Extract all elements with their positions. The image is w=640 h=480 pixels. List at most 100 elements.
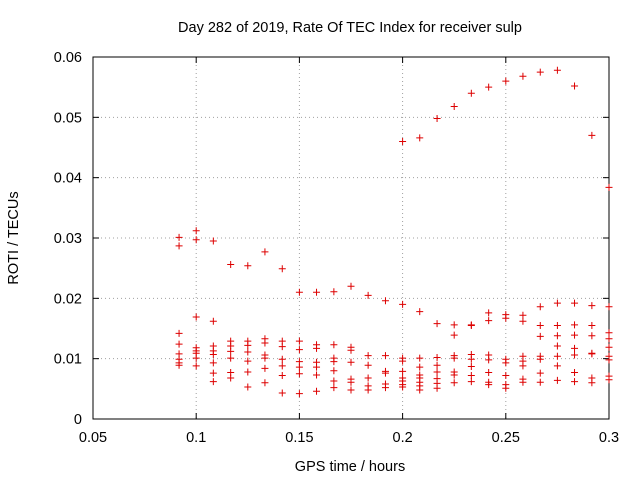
- x-tick-label: 0.05: [79, 430, 107, 446]
- data-point: [399, 300, 407, 308]
- data-point: [605, 329, 613, 337]
- data-point: [467, 363, 475, 371]
- x-tick-label: 0.1: [186, 430, 206, 446]
- data-point: [192, 354, 200, 362]
- data-point: [605, 376, 613, 384]
- data-point: [588, 379, 596, 387]
- chart-title: Day 282 of 2019, Rate Of TEC Index for r…: [178, 20, 522, 36]
- data-point: [381, 352, 389, 360]
- data-point: [175, 242, 183, 250]
- data-point: [364, 291, 372, 299]
- data-point: [553, 321, 561, 329]
- data-point: [364, 352, 372, 360]
- data-point: [553, 66, 561, 74]
- data-point: [330, 288, 338, 296]
- data-point: [433, 115, 441, 123]
- x-tick-label: 0.15: [285, 430, 313, 446]
- data-point: [381, 384, 389, 392]
- data-point: [450, 321, 458, 329]
- data-point: [502, 372, 510, 380]
- data-point: [313, 288, 321, 296]
- data-point: [416, 308, 424, 316]
- data-point: [502, 384, 510, 392]
- data-point: [467, 321, 475, 329]
- data-point: [209, 359, 217, 367]
- data-point: [209, 378, 217, 386]
- data-point: [175, 340, 183, 348]
- data-point: [209, 237, 217, 245]
- data-point: [175, 361, 183, 369]
- data-point: [209, 350, 217, 358]
- data-point: [347, 358, 355, 366]
- data-point: [605, 303, 613, 311]
- data-point: [571, 321, 579, 329]
- data-point: [605, 183, 613, 191]
- data-point: [192, 227, 200, 235]
- data-point: [278, 355, 286, 363]
- data-point: [571, 331, 579, 339]
- data-point: [450, 371, 458, 379]
- data-point: [175, 329, 183, 337]
- data-point: [605, 356, 613, 364]
- data-point: [313, 371, 321, 379]
- data-point: [364, 386, 372, 394]
- data-point: [588, 131, 596, 139]
- y-tick-label: 0.05: [54, 110, 82, 126]
- data-point: [192, 313, 200, 321]
- y-tick-label: 0.02: [54, 291, 82, 307]
- data-point: [313, 387, 321, 395]
- y-tick-label: 0: [74, 412, 82, 428]
- y-tick-label: 0.03: [54, 231, 82, 247]
- data-point: [330, 358, 338, 366]
- data-point: [399, 137, 407, 145]
- data-point: [553, 332, 561, 340]
- data-point: [536, 321, 544, 329]
- data-point: [244, 348, 252, 356]
- data-point: [244, 262, 252, 270]
- data-point: [399, 367, 407, 375]
- x-axis-label: GPS time / hours: [295, 459, 405, 475]
- data-point: [485, 369, 493, 377]
- data-point: [227, 347, 235, 355]
- y-tick-label: 0.06: [54, 50, 82, 66]
- data-point: [209, 317, 217, 325]
- data-point: [502, 314, 510, 322]
- data-point: [553, 342, 561, 350]
- data-point: [313, 363, 321, 371]
- y-tick-label: 0.04: [54, 171, 82, 187]
- data-point: [519, 317, 527, 325]
- data-point: [278, 265, 286, 273]
- data-point: [467, 378, 475, 386]
- data-point: [571, 299, 579, 307]
- data-point: [295, 346, 303, 354]
- data-point: [244, 383, 252, 391]
- data-point: [330, 341, 338, 349]
- data-point: [485, 381, 493, 389]
- data-point: [450, 102, 458, 110]
- data-point: [330, 377, 338, 385]
- data-point: [588, 302, 596, 310]
- data-point: [605, 343, 613, 351]
- data-point: [416, 386, 424, 394]
- data-point: [536, 355, 544, 363]
- data-point: [485, 83, 493, 91]
- data-point: [433, 320, 441, 328]
- x-tick-label: 0.3: [599, 430, 619, 446]
- data-point: [571, 82, 579, 90]
- data-point: [347, 378, 355, 386]
- data-point: [278, 343, 286, 351]
- data-point: [536, 378, 544, 386]
- data-point: [278, 389, 286, 397]
- data-point: [433, 368, 441, 376]
- data-point: [450, 379, 458, 387]
- data-point: [244, 368, 252, 376]
- data-point: [313, 344, 321, 352]
- data-point: [399, 383, 407, 391]
- data-point: [502, 359, 510, 367]
- data-point: [381, 369, 389, 377]
- data-point: [536, 369, 544, 377]
- data-point: [364, 374, 372, 382]
- data-point: [588, 321, 596, 329]
- data-point: [553, 362, 561, 370]
